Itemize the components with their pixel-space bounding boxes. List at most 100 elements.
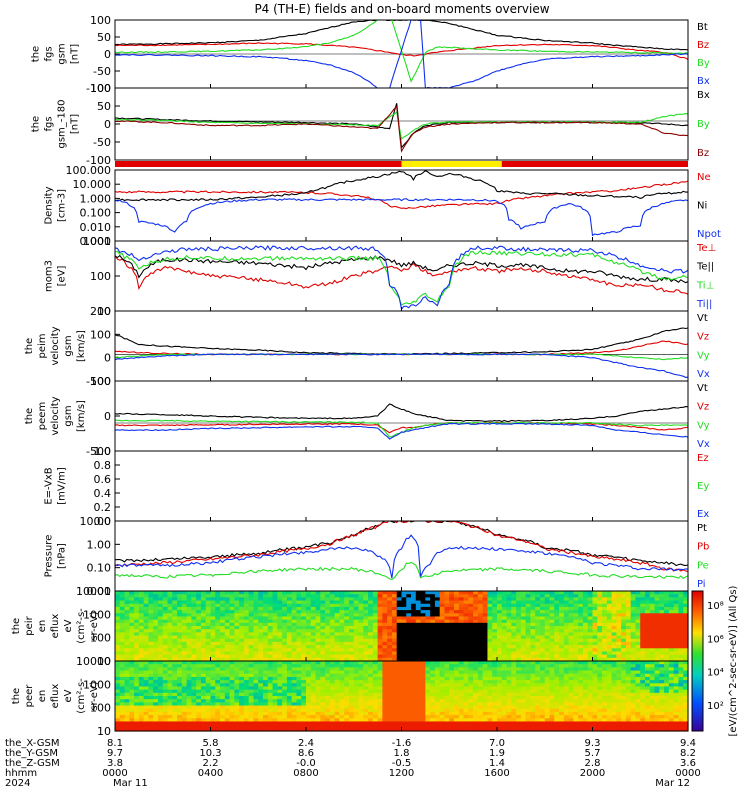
heatmap-cell [348, 613, 355, 618]
heatmap-cell [334, 724, 341, 729]
heatmap-cell [587, 616, 594, 621]
heatmap-cell [396, 648, 403, 653]
heatmap-cell [344, 591, 350, 595]
heatmap-cell [372, 648, 379, 653]
heatmap-cell [602, 645, 608, 649]
heatmap-cell [430, 664, 436, 668]
heatmap-cell [368, 638, 374, 643]
heatmap-cell [387, 689, 393, 694]
heatmap-cell [339, 600, 345, 605]
heatmap-cell [296, 715, 302, 719]
heatmap-cell [200, 724, 207, 729]
heatmap-cell [320, 606, 326, 611]
heatmap-cell [458, 699, 465, 703]
heatmap-cell [415, 616, 422, 621]
heatmap-cell [277, 680, 283, 684]
heatmap-cell [334, 711, 341, 716]
heatmap-cell [439, 619, 446, 624]
heatmap-cell [348, 606, 355, 611]
heatmap-cell [167, 600, 173, 605]
heatmap-cell [205, 676, 212, 681]
heatmap-cell [434, 692, 441, 697]
heatmap-cell [578, 638, 584, 643]
heatmap-cell [573, 591, 579, 595]
heatmap-cell [167, 645, 173, 649]
heatmap-cell [401, 648, 407, 653]
heatmap-cell [329, 661, 336, 665]
heatmap-cell [415, 632, 422, 637]
heatmap-cell [243, 648, 250, 653]
heatmap-cell [420, 718, 426, 723]
heatmap-cell [277, 645, 283, 649]
heatmap-cell [635, 626, 641, 630]
heatmap-cell [258, 613, 264, 618]
heatmap-cell [115, 721, 121, 726]
heatmap-cell [162, 591, 169, 595]
heatmap-cell [310, 721, 317, 726]
heatmap-cell [391, 699, 398, 703]
heatmap-cell [358, 664, 364, 668]
heatmap-cell [162, 680, 169, 684]
heatmap-cell [539, 680, 546, 684]
heatmap-cell [587, 721, 594, 726]
heatmap-cell [148, 606, 154, 611]
heatmap-cell [654, 613, 660, 618]
heatmap-cell [454, 603, 460, 608]
heatmap-cell [587, 638, 594, 643]
heatmap-cell [377, 632, 383, 637]
heatmap-cell [458, 702, 465, 707]
heatmap-cell [511, 613, 517, 618]
heatmap-cell [310, 613, 317, 618]
heatmap-cell [668, 629, 675, 633]
heatmap-cell [563, 657, 570, 662]
heatmap-cell [119, 696, 126, 700]
heatmap-cell [191, 641, 197, 646]
heatmap-cell [172, 715, 178, 719]
heatmap-cell [368, 606, 374, 611]
heatmap-cell [310, 724, 317, 729]
heatmap-cell [134, 664, 140, 668]
heatmap-cell [368, 629, 374, 633]
heatmap-cell [353, 635, 360, 640]
heatmap-cell [411, 626, 417, 630]
heatmap-cell [329, 683, 336, 688]
heatmap-cell [282, 692, 288, 697]
heatmap-cell [411, 603, 417, 608]
heatmap-cell [473, 629, 479, 633]
heatmap-cell [277, 673, 283, 678]
heatmap-cell [611, 603, 617, 608]
heatmap-cell [387, 597, 393, 602]
heatmap-cell [563, 702, 570, 707]
heatmap-cell [258, 600, 264, 605]
heatmap-cell [544, 705, 551, 710]
heatmap-cell [568, 692, 574, 697]
heatmap-cell [353, 641, 360, 646]
heatmap-cell [368, 657, 374, 662]
heatmap-cell [391, 632, 398, 637]
heatmap-cell [616, 657, 622, 662]
heatmap-cell [434, 641, 441, 646]
heatmap-cell [329, 727, 336, 732]
heatmap-cell [530, 673, 536, 678]
heatmap-cell [535, 708, 541, 713]
legend-label: Vy [697, 420, 710, 431]
heatmap-cell [377, 667, 383, 672]
heatmap-cell [525, 600, 532, 605]
heatmap-cell [267, 718, 274, 723]
heatmap-cell [138, 645, 145, 649]
heatmap-cell [243, 600, 250, 605]
heatmap-cell [568, 689, 574, 694]
heatmap-cell [181, 664, 188, 668]
heatmap-cell [649, 597, 656, 602]
heatmap-cell [248, 622, 255, 627]
heatmap-cell [263, 606, 269, 611]
heatmap-cell [215, 661, 221, 665]
heatmap-cell [134, 619, 140, 624]
heatmap-cell [530, 661, 536, 665]
heatmap-cell [248, 635, 255, 640]
heatmap-cell [463, 667, 469, 672]
heatmap-cell [659, 629, 665, 633]
heatmap-cell [645, 632, 651, 637]
heatmap-cell [535, 632, 541, 637]
y-tick-label: -50 [93, 65, 111, 78]
